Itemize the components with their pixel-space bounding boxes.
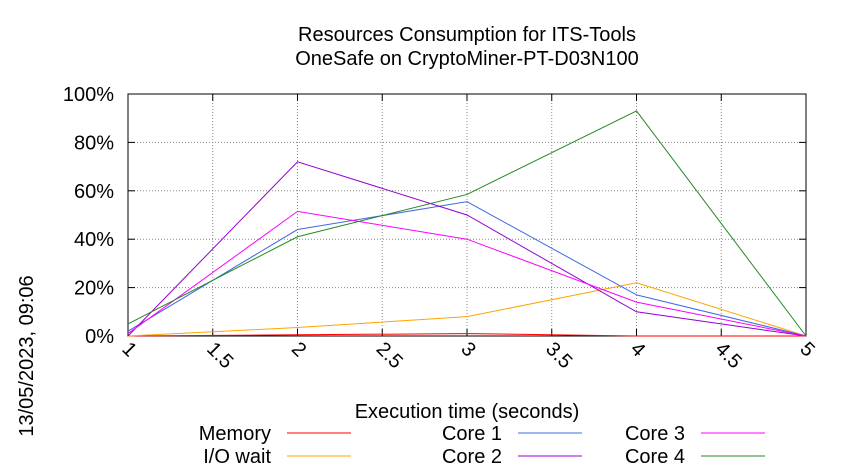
plot-border [127,93,807,337]
series-line-core-3 [127,210,807,337]
x-tick-label: 3.5 [541,338,576,373]
x-tick-label: 2 [287,338,310,361]
y-tick-label: 20% [74,278,114,300]
x-tick-label: 3 [456,338,479,361]
x-tick-label: 2.5 [372,338,407,373]
chart-title-line-2: OneSafe on CryptoMiner-PT-D03N100 [295,48,639,70]
series-line-core-2 [127,161,807,337]
legend-label-i-o-wait: I/O wait [203,446,271,468]
series-group [127,110,807,337]
x-axis-ticks: 1 1.5 2 2.5 3 3.5 4 4.5 5 [117,338,818,373]
legend-label-core-1: Core 1 [442,423,502,445]
x-axis-label: Execution time (seconds) [355,401,580,423]
y-tick-label: 40% [74,229,114,251]
y-axis-ticks: 0% 20% 40% 60% 80% 100% [63,84,114,348]
legend-label-core-4: Core 4 [625,446,685,468]
x-tick-label: 1 [117,338,140,361]
legend-label-memory: Memory [199,423,271,445]
y-tick-label: 100% [63,84,114,106]
plot-frame [127,93,807,337]
chart-title-line-1: Resources Consumption for ITS-Tools [298,24,636,46]
chart-title: Resources Consumption for ITS-Tools OneS… [295,24,639,70]
timestamp-label: 13/05/2023, 09:06 [16,275,38,436]
x-tick-label: 5 [795,338,818,361]
legend-label-core-3: Core 3 [625,423,685,445]
legend-label-core-2: Core 2 [442,446,502,468]
y-tick-label: 0% [85,326,114,348]
series-line-memory [127,333,806,337]
y-tick-label: 80% [74,132,114,154]
series-line-i-o-wait [127,282,807,337]
y-tick-label: 60% [74,181,114,203]
x-tick-label: 1.5 [202,338,237,373]
series-line-core-1 [127,201,807,337]
x-tick-label: 4 [626,338,649,361]
x-tick-label: 4.5 [711,338,746,373]
series-line-core-4 [127,110,807,337]
